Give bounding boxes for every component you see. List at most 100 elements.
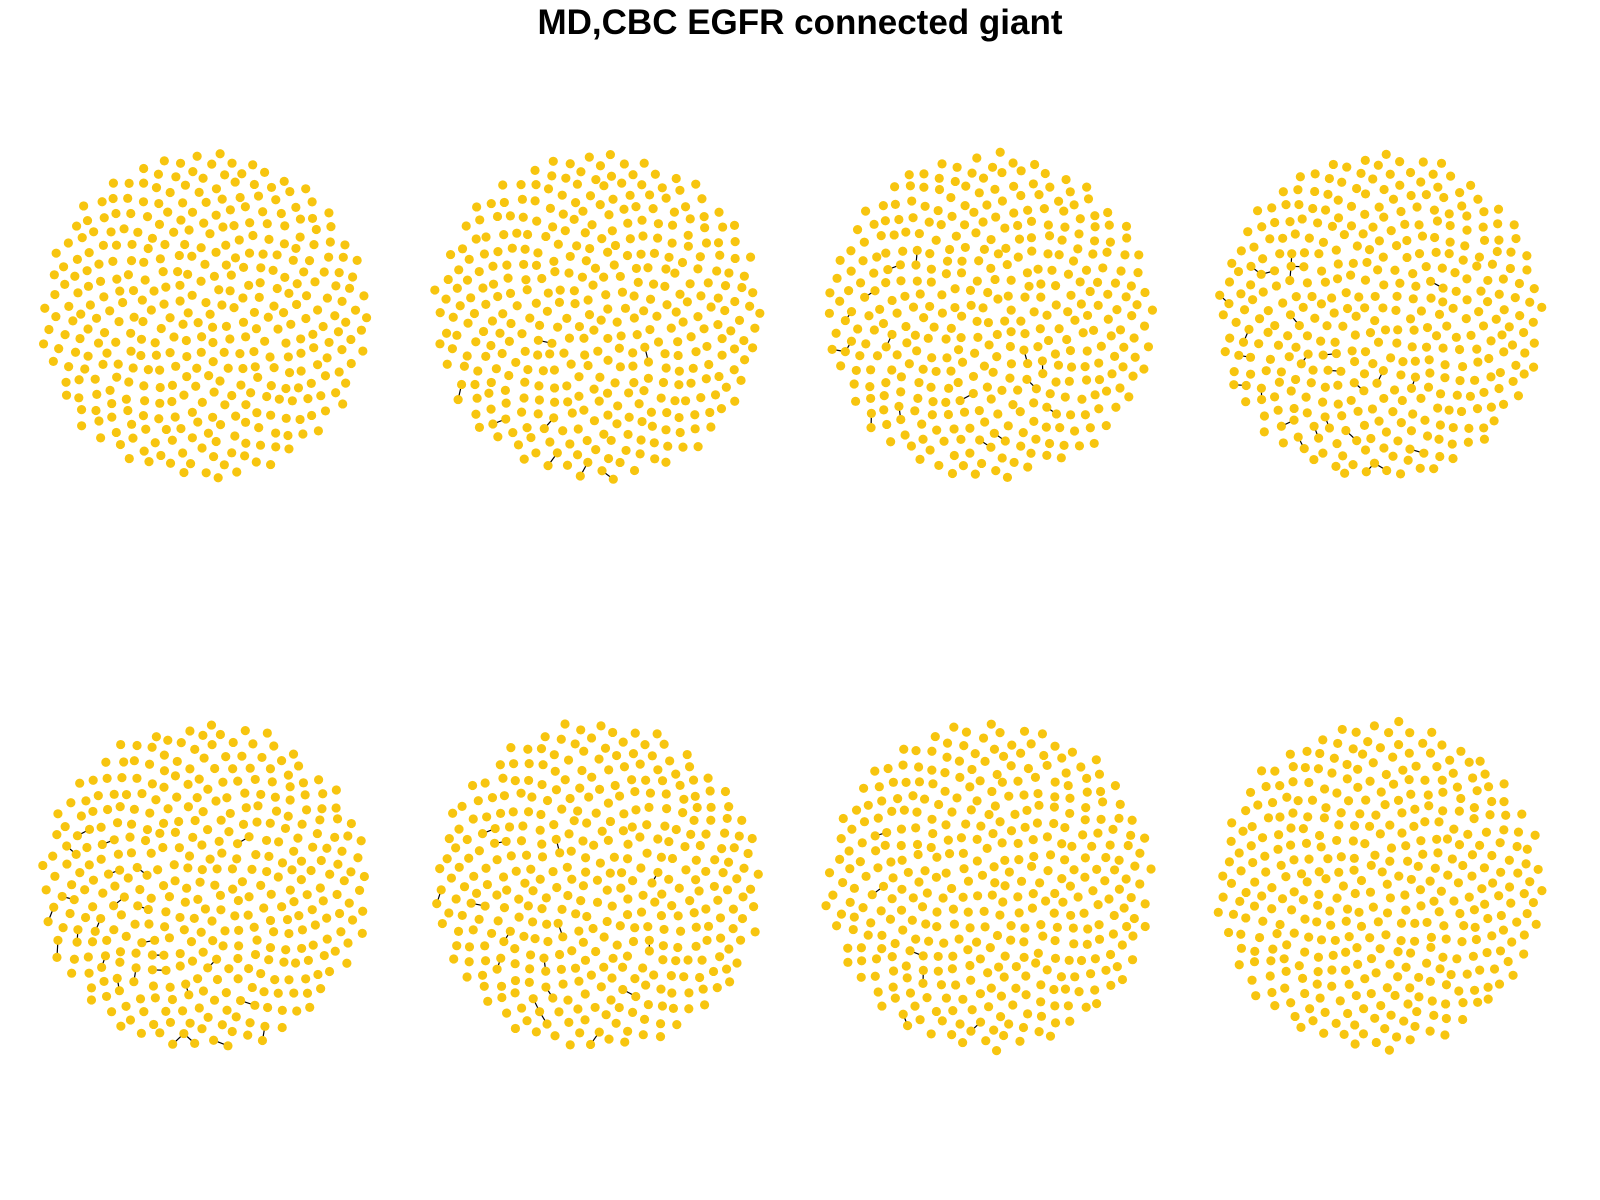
graph-node	[251, 324, 262, 334]
graph-node	[1486, 402, 1496, 412]
graph-node	[671, 956, 681, 966]
graph-node	[482, 879, 492, 890]
graph-node	[1267, 904, 1277, 914]
graph-node	[86, 995, 97, 1005]
graph-node	[831, 921, 842, 931]
graph-node	[131, 948, 141, 958]
graph-node	[739, 271, 749, 281]
graph-node	[1258, 916, 1268, 926]
graph-node	[1394, 871, 1404, 881]
graph-node	[293, 761, 304, 771]
graph-node	[1498, 925, 1509, 935]
graph-node	[606, 171, 617, 181]
graph-node	[1403, 999, 1413, 1009]
panel-2	[430, 149, 765, 484]
graph-node	[643, 922, 653, 932]
graph-node	[178, 319, 188, 329]
graph-node	[641, 980, 651, 990]
graph-node	[1115, 325, 1126, 335]
graph-node	[1026, 216, 1037, 226]
graph-node	[481, 299, 491, 309]
graph-node	[1286, 905, 1297, 915]
graph-node	[1353, 764, 1363, 774]
graph-node	[75, 778, 85, 788]
graph-node	[492, 964, 502, 974]
graph-node	[1231, 317, 1241, 327]
graph-node	[538, 760, 548, 770]
graph-node	[989, 862, 999, 872]
graph-node	[88, 775, 98, 785]
graph-node	[1513, 827, 1524, 837]
graph-node	[960, 242, 970, 253]
graph-node	[1404, 774, 1414, 785]
graph-node	[959, 220, 970, 230]
graph-node	[115, 439, 126, 450]
graph-node	[1245, 369, 1256, 379]
graph-node	[1431, 331, 1442, 341]
graph-node	[693, 442, 703, 452]
graph-node	[530, 934, 540, 944]
graph-node	[940, 786, 950, 796]
graph-node	[243, 910, 253, 920]
graph-node	[1256, 269, 1266, 279]
graph-node	[983, 968, 993, 978]
graph-node	[1454, 986, 1464, 996]
graph-node	[645, 788, 656, 798]
graph-node	[185, 459, 196, 469]
graph-node	[58, 923, 68, 933]
graph-node	[522, 1016, 532, 1026]
graph-node	[307, 197, 317, 207]
graph-node	[942, 752, 952, 762]
graph-node	[194, 187, 204, 197]
graph-node	[1065, 410, 1076, 420]
graph-node	[276, 756, 287, 766]
graph-node	[85, 300, 95, 310]
graph-node	[185, 726, 195, 736]
graph-node	[836, 909, 847, 919]
graph-node	[612, 940, 622, 950]
graph-node	[1140, 287, 1150, 298]
graph-node	[262, 219, 272, 229]
graph-node	[1274, 377, 1284, 387]
graph-node	[1258, 254, 1268, 264]
graph-node	[963, 907, 973, 917]
graph-node	[973, 891, 983, 901]
graph-node	[64, 301, 74, 311]
graph-node	[618, 984, 628, 995]
graph-node	[653, 337, 664, 347]
graph-node	[165, 348, 175, 358]
graph-node	[1441, 1013, 1451, 1024]
graph-node	[149, 1019, 159, 1030]
graph-node	[1290, 229, 1300, 239]
graph-node	[478, 283, 488, 293]
graph-node	[496, 953, 506, 963]
graph-node	[1438, 283, 1448, 293]
graph-node	[150, 935, 160, 945]
graph-node	[915, 1015, 925, 1025]
graph-node	[1105, 237, 1115, 247]
graph-node	[745, 252, 756, 262]
graph-node	[154, 414, 164, 424]
graph-node	[1369, 458, 1380, 468]
graph-node	[180, 239, 190, 250]
graph-node	[310, 277, 320, 287]
graph-node	[604, 765, 614, 775]
graph-node	[471, 409, 481, 419]
graph-node	[90, 926, 100, 937]
graph-node	[255, 440, 266, 450]
graph-node	[1462, 211, 1472, 221]
graph-node	[285, 885, 295, 895]
graph-node	[498, 773, 508, 783]
graph-node	[904, 170, 914, 180]
graph-node	[155, 382, 165, 393]
graph-node	[1365, 933, 1375, 943]
graph-node	[101, 991, 112, 1002]
graph-node	[599, 962, 609, 972]
graph-node	[1026, 739, 1036, 749]
graph-node	[576, 725, 586, 735]
graph-node	[274, 837, 284, 847]
graph-node	[143, 365, 153, 375]
graph-node	[1342, 774, 1352, 784]
graph-node	[1385, 959, 1395, 969]
graph-node	[667, 853, 678, 864]
